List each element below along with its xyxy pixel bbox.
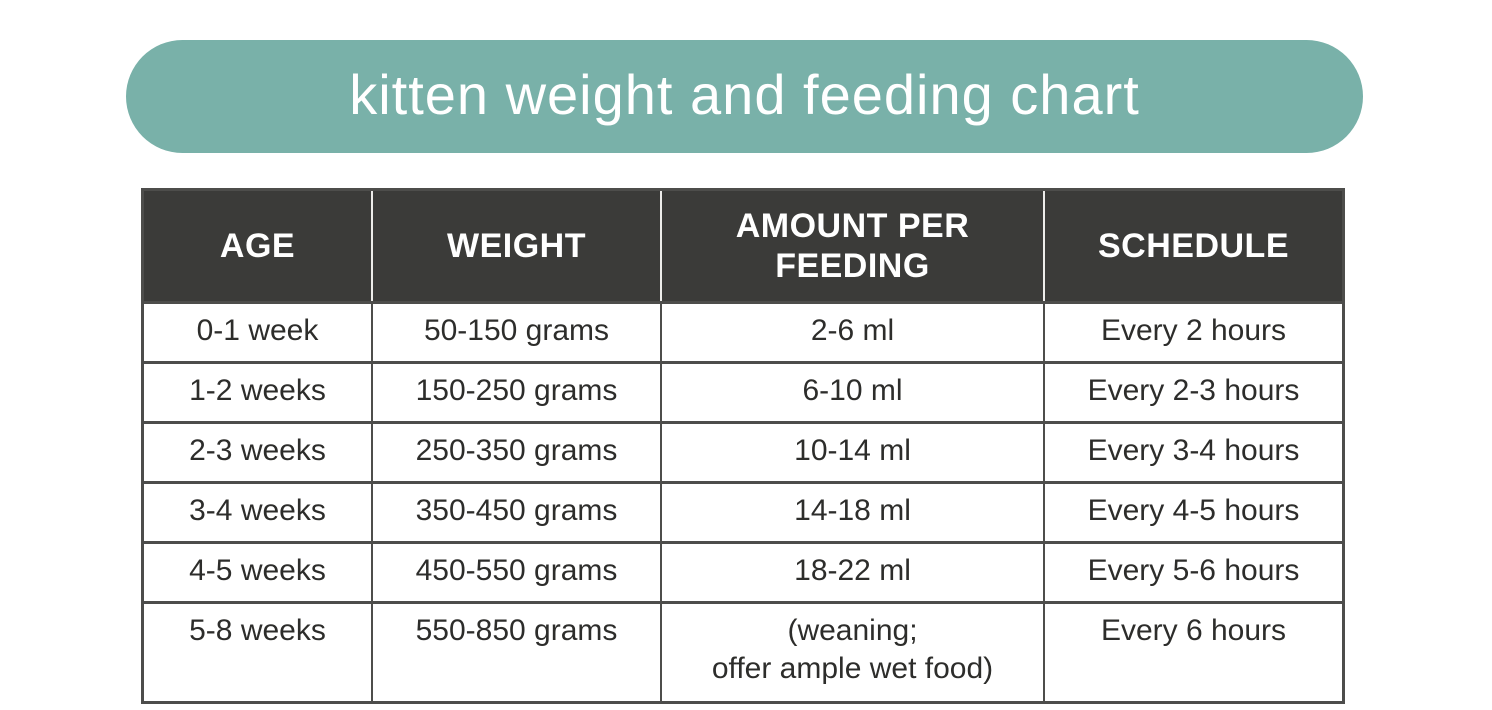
table-row: 0-1 week 50-150 grams 2-6 ml Every 2 hou… [144, 301, 1342, 361]
cell-amount: 18-22 ml [660, 544, 1043, 601]
page-title: kitten weight and feeding chart [349, 62, 1140, 126]
cell-schedule: Every 5-6 hours [1043, 544, 1342, 601]
cell-amount: 14-18 ml [660, 484, 1043, 541]
cell-weight: 250-350 grams [371, 424, 660, 481]
cell-weight: 550-850 grams [371, 604, 660, 701]
cell-age: 3-4 weeks [189, 494, 326, 527]
cell-age: 4-5 weeks [189, 554, 326, 587]
cell-age: 0-1 week [196, 314, 319, 347]
cell-weight: 450-550 grams [371, 544, 660, 601]
cell-amount: (weaning; offer ample wet food) [660, 604, 1043, 701]
header-age: AGE [219, 227, 296, 265]
cell-schedule: Every 2-3 hours [1043, 364, 1342, 421]
cell-schedule: Every 4-5 hours [1043, 484, 1342, 541]
cell-amount: 6-10 ml [660, 364, 1043, 421]
cell-weight: 50-150 grams [371, 304, 660, 361]
cell-age: 5-8 weeks [189, 614, 326, 647]
header-amount-per-feeding: AMOUNT PER FEEDING [660, 191, 1043, 301]
feeding-chart-table: AGE WEIGHT AMOUNT PER FEEDING SCHEDULE 0… [141, 188, 1345, 704]
cell-schedule: Every 3-4 hours [1043, 424, 1342, 481]
table-header-row: AGE WEIGHT AMOUNT PER FEEDING SCHEDULE [144, 191, 1342, 301]
cell-age: 1-2 weeks [189, 374, 326, 407]
cell-schedule: Every 2 hours [1043, 304, 1342, 361]
cell-amount: 2-6 ml [660, 304, 1043, 361]
table-row: 4-5 weeks 450-550 grams 18-22 ml Every 5… [144, 541, 1342, 601]
title-banner: kitten weight and feeding chart [126, 40, 1363, 153]
cell-schedule: Every 6 hours [1043, 604, 1342, 701]
cell-age: 2-3 weeks [189, 434, 326, 467]
header-schedule: SCHEDULE [1043, 191, 1342, 301]
table-row: 3-4 weeks 350-450 grams 14-18 ml Every 4… [144, 481, 1342, 541]
table-row: 1-2 weeks 150-250 grams 6-10 ml Every 2-… [144, 361, 1342, 421]
cell-amount: 10-14 ml [660, 424, 1043, 481]
header-weight: WEIGHT [371, 191, 660, 301]
table-row: 2-3 weeks 250-350 grams 10-14 ml Every 3… [144, 421, 1342, 481]
cell-weight: 350-450 grams [371, 484, 660, 541]
cell-weight: 150-250 grams [371, 364, 660, 421]
table-row: 5-8 weeks 550-850 grams (weaning; offer … [144, 601, 1342, 701]
